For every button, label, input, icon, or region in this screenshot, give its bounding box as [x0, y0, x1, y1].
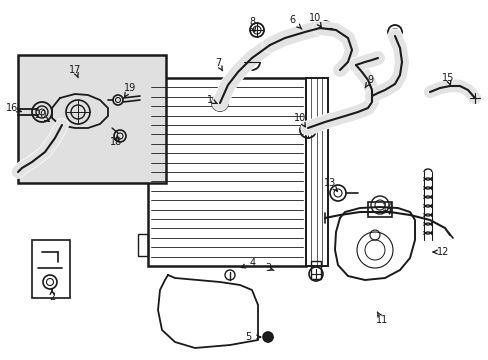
Bar: [367, 202, 391, 217]
Text: 8: 8: [248, 17, 255, 32]
Text: 11: 11: [375, 312, 387, 325]
Bar: [148, 78, 305, 266]
Bar: [138, 86, 148, 108]
Text: 10: 10: [293, 113, 305, 127]
Bar: [305, 78, 327, 266]
Text: 20: 20: [34, 110, 49, 121]
Text: 17: 17: [69, 65, 81, 78]
Text: 9: 9: [365, 75, 372, 88]
Bar: [138, 234, 148, 256]
Circle shape: [263, 332, 272, 342]
Text: 19: 19: [123, 83, 136, 97]
Text: 7: 7: [214, 58, 222, 71]
Bar: [310, 261, 320, 279]
Text: 16: 16: [6, 103, 21, 113]
Text: 14: 14: [381, 203, 393, 214]
Text: 13: 13: [323, 178, 337, 191]
Text: 12: 12: [432, 247, 448, 257]
Text: 1: 1: [206, 95, 216, 105]
Text: 4: 4: [241, 258, 256, 268]
Text: 3: 3: [264, 263, 273, 273]
Text: 18: 18: [110, 136, 122, 147]
Bar: [18, 55, 165, 183]
Text: 6: 6: [288, 15, 301, 29]
Text: 2: 2: [49, 289, 55, 302]
Text: 5: 5: [244, 332, 260, 342]
Bar: [32, 240, 70, 298]
Text: 15: 15: [441, 73, 453, 86]
Text: 10: 10: [308, 13, 321, 27]
